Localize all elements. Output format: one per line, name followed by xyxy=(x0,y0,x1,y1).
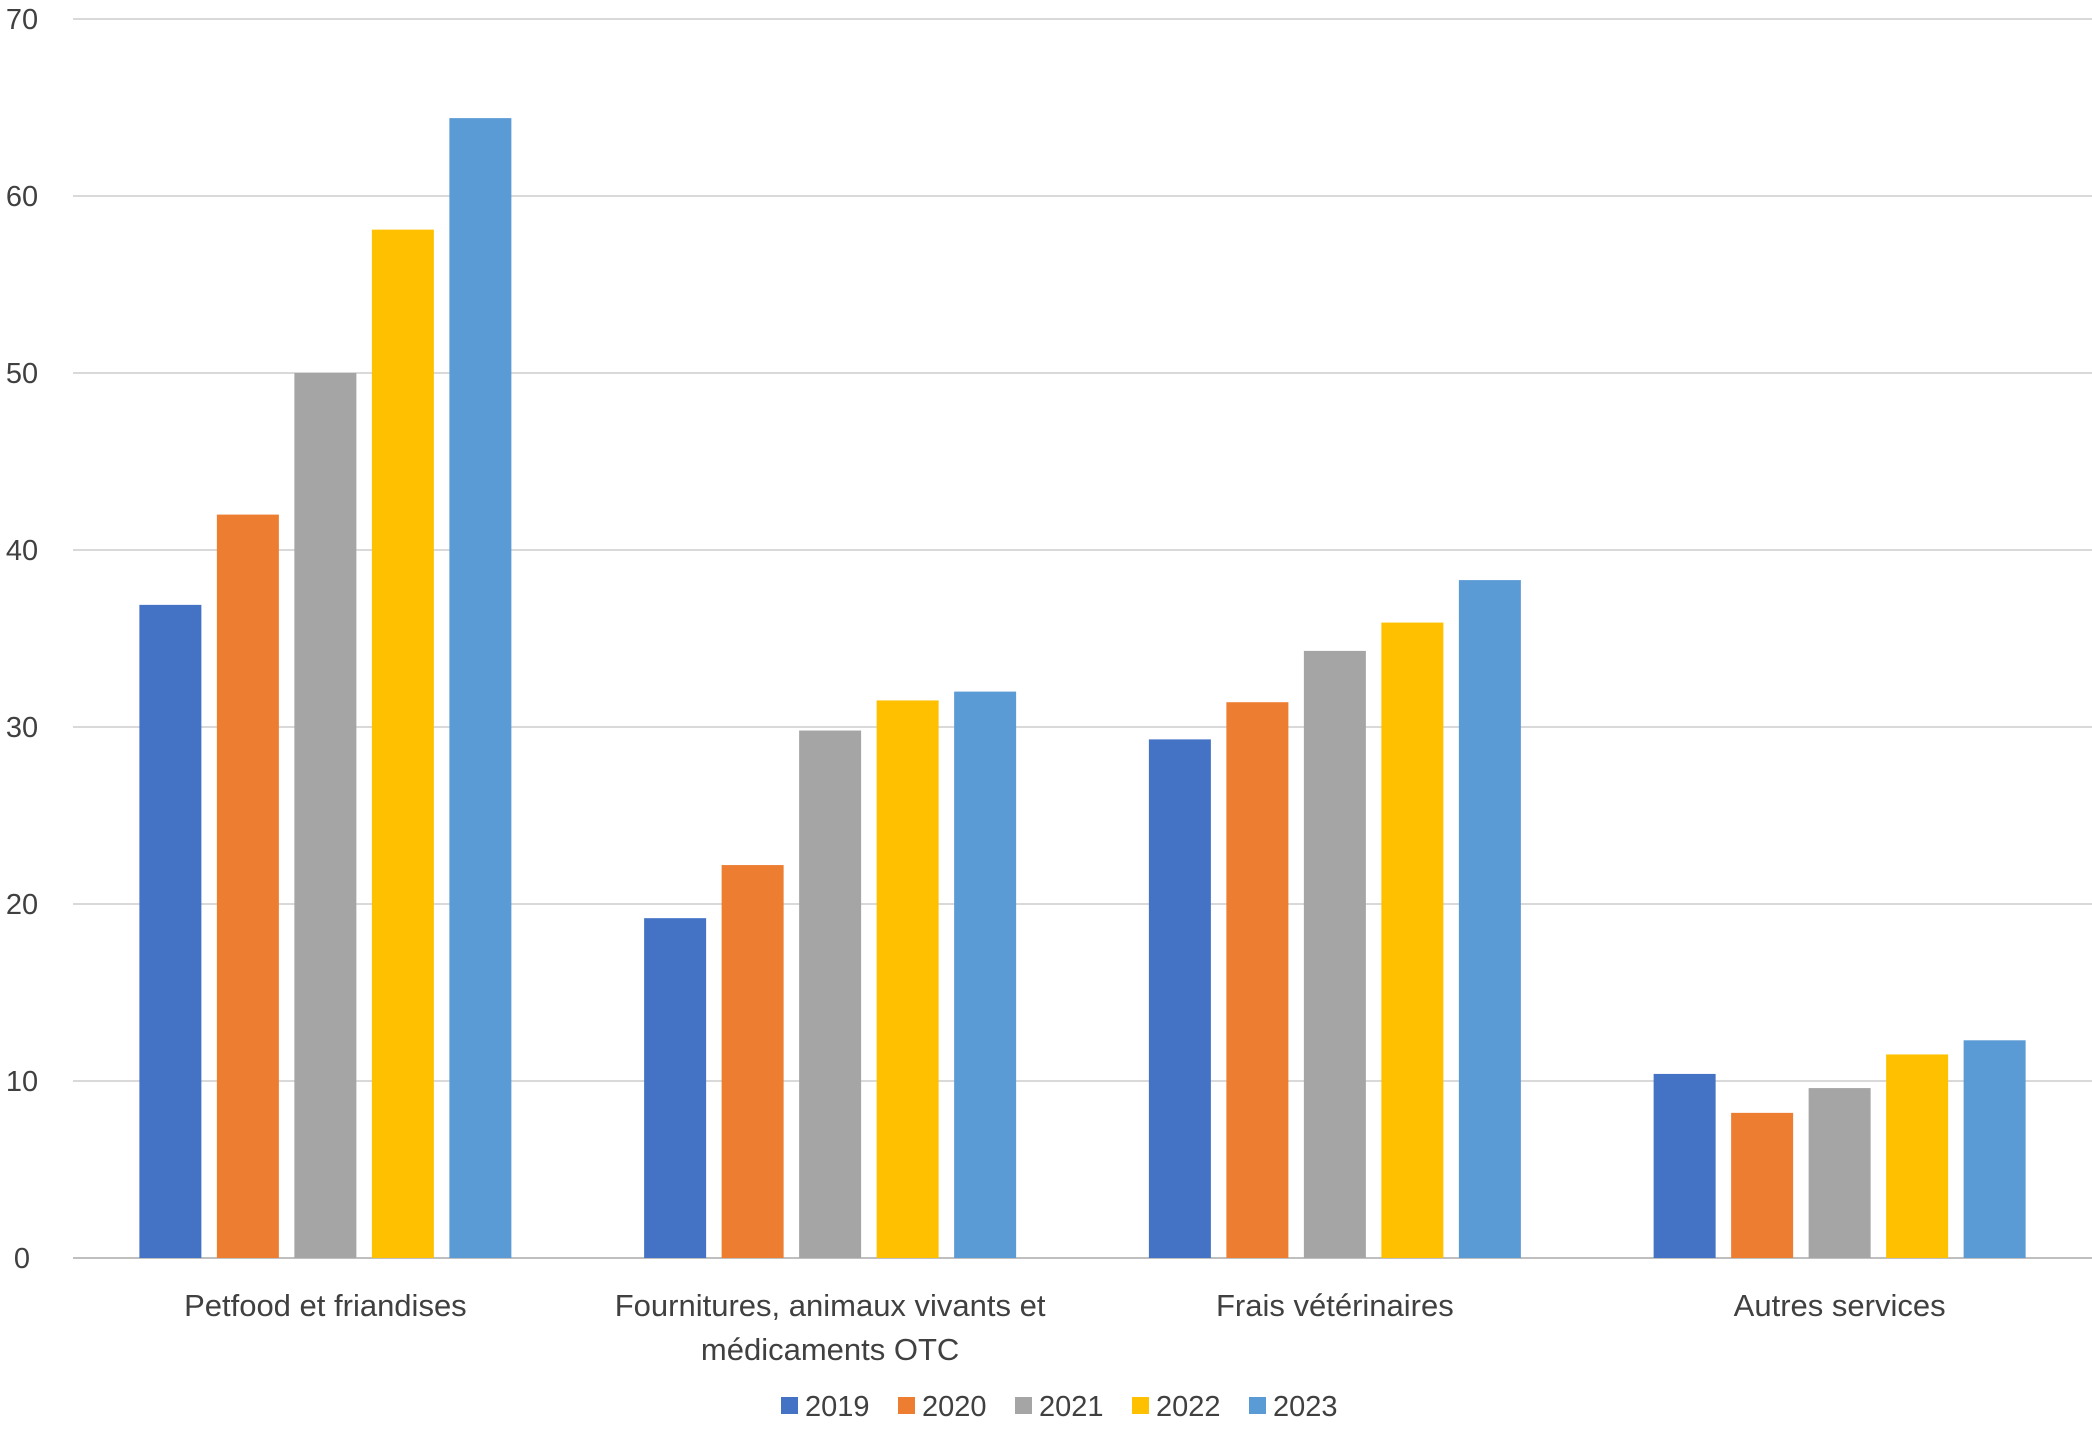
bar-2023-cat-3 xyxy=(1963,1040,2026,1258)
bar-2019-cat-3 xyxy=(1653,1073,1716,1258)
y-tick-label: 30 xyxy=(6,712,38,744)
y-tick-label: 60 xyxy=(6,181,38,213)
y-tick-label: 50 xyxy=(6,358,38,390)
bar-2020-cat-0 xyxy=(216,514,279,1258)
bar-2022-cat-0 xyxy=(371,229,434,1258)
y-tick-label: 40 xyxy=(6,535,38,567)
bar-2023-cat-1 xyxy=(954,691,1017,1258)
y-tick-label: 0 xyxy=(14,1243,30,1275)
legend: 2019 2020 2021 2022 2023 xyxy=(781,1391,1338,1423)
legend-label-2023: 2023 xyxy=(1273,1391,1338,1423)
legend-swatch-2021 xyxy=(1015,1397,1032,1414)
bars xyxy=(139,118,2026,1259)
bar-2023-cat-0 xyxy=(449,118,512,1259)
legend-label-2022: 2022 xyxy=(1156,1391,1221,1423)
y-tick-label: 10 xyxy=(6,1066,38,1098)
legend-swatch-2020 xyxy=(898,1397,915,1414)
bar-2020-cat-2 xyxy=(1226,702,1289,1258)
legend-label-2019: 2019 xyxy=(805,1391,870,1423)
y-tick-label: 20 xyxy=(6,889,38,921)
x-category-label: Frais vétérinaires xyxy=(1216,1288,1454,1323)
bar-2019-cat-2 xyxy=(1148,739,1211,1258)
legend-swatch-2023 xyxy=(1249,1397,1266,1414)
bar-2020-cat-1 xyxy=(721,865,784,1258)
bar-2021-cat-1 xyxy=(799,730,862,1258)
bar-2022-cat-1 xyxy=(876,700,939,1258)
legend-swatch-2019 xyxy=(781,1397,798,1414)
bar-2022-cat-3 xyxy=(1886,1054,1949,1258)
bar-2021-cat-0 xyxy=(294,373,357,1258)
x-category-label: Petfood et friandises xyxy=(184,1288,467,1323)
legend-label-2021: 2021 xyxy=(1039,1391,1104,1423)
bar-2022-cat-2 xyxy=(1381,622,1444,1258)
bar-2020-cat-3 xyxy=(1731,1112,1794,1258)
bar-2019-cat-0 xyxy=(139,604,202,1258)
legend-swatch-2022 xyxy=(1132,1397,1149,1414)
bar-2021-cat-3 xyxy=(1808,1088,1871,1258)
x-category-label: Fournitures, animaux vivants et xyxy=(615,1288,1046,1323)
y-axis-ticks: 0 10 20 30 40 50 60 70 xyxy=(6,4,38,1275)
x-axis-labels: Petfood et friandises Fournitures, animau… xyxy=(184,1288,1946,1367)
bar-2021-cat-2 xyxy=(1303,650,1366,1258)
legend-label-2020: 2020 xyxy=(922,1391,987,1423)
bar-2019-cat-1 xyxy=(644,918,707,1258)
x-category-label: médicaments OTC xyxy=(701,1332,959,1367)
bar-2023-cat-2 xyxy=(1458,580,1521,1258)
y-tick-label: 70 xyxy=(6,4,38,36)
x-category-label: Autres services xyxy=(1734,1288,1946,1323)
